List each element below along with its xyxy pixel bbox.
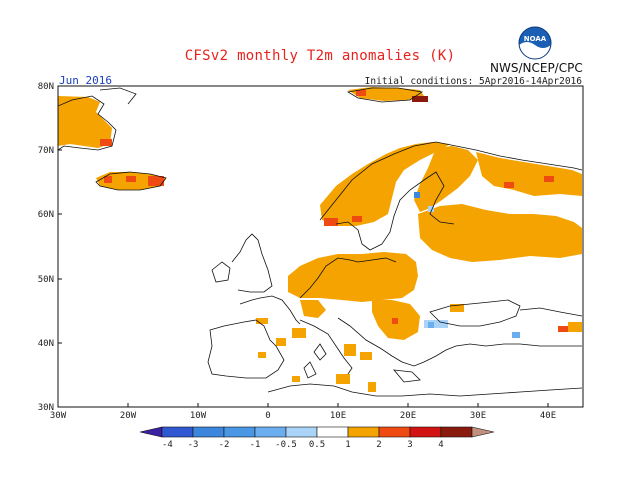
colorbar-swatch	[347, 426, 380, 438]
lon-tick-label: 40E	[540, 411, 556, 421]
lon-tick-label: 20E	[400, 411, 416, 421]
colorbar-label: 3	[407, 440, 412, 450]
colorbar-swatch	[254, 426, 287, 438]
month-label: Jun 2016	[59, 74, 112, 87]
lat-tick-label: 40N	[38, 339, 54, 349]
map-frame	[57, 85, 584, 408]
lon-tick-label: 10W	[190, 411, 207, 421]
colorbar-label: 0.5	[309, 440, 325, 450]
lon-tick-label: 0	[265, 411, 270, 421]
organization-label: NWS/NCEP/CPC	[490, 61, 583, 75]
colorbar-label: 1	[345, 440, 350, 450]
colorbar-label: 2	[376, 440, 381, 450]
lat-tick-label: 80N	[38, 82, 54, 92]
colorbar-label: -3	[188, 440, 199, 450]
colorbar-swatch	[440, 426, 473, 438]
colorbar-swatch	[378, 426, 411, 438]
anomaly-fill	[58, 87, 582, 392]
initial-conditions-label: Initial conditions: 5Apr2016-14Apr2016	[364, 76, 582, 87]
colorbar-swatch	[139, 426, 163, 438]
colorbar-label: -0.5	[275, 440, 297, 450]
colorbar-label: -2	[219, 440, 230, 450]
lat-tick-label: 60N	[38, 210, 54, 220]
colorbar-swatch	[161, 426, 194, 438]
colorbar-label: 4	[438, 440, 443, 450]
colorbar-swatch	[285, 426, 318, 438]
coastlines	[58, 87, 583, 397]
colorbar-swatch	[471, 426, 495, 438]
lat-tick-label: 70N	[38, 146, 54, 156]
colorbar: -4 -3 -2 -1 -0.5 0.5 1 2 3 4	[139, 426, 495, 450]
noaa-logo: NOAA	[518, 26, 552, 60]
colorbar-label: -1	[250, 440, 261, 450]
colorbar-label: -4	[162, 440, 173, 450]
lat-tick-label: 50N	[38, 275, 54, 285]
colorbar-swatch	[409, 426, 442, 438]
lon-tick-label: 20W	[120, 411, 137, 421]
svg-text:NOAA: NOAA	[524, 35, 547, 43]
lat-tick-label: 30N	[38, 403, 54, 413]
lon-tick-label: 30E	[470, 411, 486, 421]
map-title: CFSv2 monthly T2m anomalies (K)	[184, 48, 456, 64]
lon-tick-label: 10E	[330, 411, 346, 421]
colorbar-swatch	[316, 426, 349, 438]
colorbar-swatch	[223, 426, 256, 438]
lon-tick-label: 30W	[50, 411, 67, 421]
colorbar-swatch	[192, 426, 225, 438]
